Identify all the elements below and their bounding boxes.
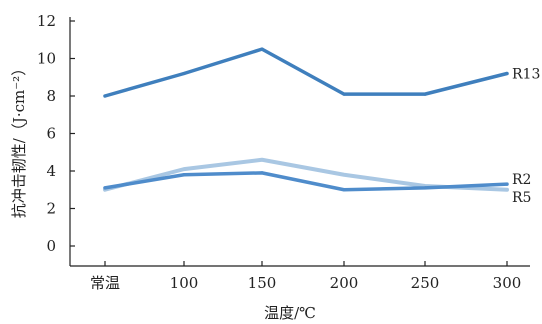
series-lines	[103, 47, 509, 192]
data-point-r5	[182, 167, 186, 171]
data-point-r13	[182, 71, 186, 76]
y-tick-label: 10	[37, 50, 56, 68]
data-point-r2	[423, 186, 427, 190]
x-tick-label: 300	[493, 274, 522, 292]
data-point-r2	[342, 188, 346, 192]
y-tick-label: 12	[37, 12, 56, 30]
y-axis-title: 抗冲击韧性/（J·cm⁻²）	[10, 61, 28, 218]
data-point-r5	[260, 158, 264, 162]
data-point-r2	[103, 186, 107, 190]
x-tick-label: 250	[411, 274, 440, 292]
series-labels: R13 R2 R5	[512, 67, 540, 206]
data-point-r5	[342, 173, 346, 177]
y-ticks: 0 2 4 6 8 10 12	[37, 12, 75, 255]
data-point-r13	[103, 94, 107, 98]
data-point-r13	[260, 47, 264, 51]
data-point-r13	[505, 71, 509, 76]
y-tick-label: 8	[46, 87, 56, 105]
data-point-r13	[342, 92, 346, 96]
data-point-r5	[505, 188, 509, 192]
data-point-r13	[423, 92, 427, 96]
y-tick-label: 2	[46, 200, 56, 218]
data-point-r2	[260, 171, 264, 175]
x-ticks: 常温 100 150 200 250 300	[90, 261, 521, 292]
data-point-r2	[182, 173, 186, 177]
x-tick-label: 100	[170, 274, 199, 292]
series-line-r2	[103, 171, 509, 192]
data-point-r2	[505, 182, 509, 186]
x-tick-label: 200	[330, 274, 359, 292]
series-label-r2: R2	[512, 172, 531, 188]
series-line-r13	[103, 47, 509, 98]
y-tick-label: 0	[46, 237, 56, 255]
y-tick-label: 4	[46, 162, 56, 180]
y-tick-label: 6	[46, 125, 56, 143]
axes	[69, 17, 530, 267]
series-label-r13: R13	[512, 67, 540, 83]
x-tick-label: 常温	[90, 274, 120, 292]
x-tick-label: 150	[248, 274, 277, 292]
series-label-r5: R5	[512, 190, 531, 206]
x-axis-title: 温度/℃	[264, 304, 316, 322]
